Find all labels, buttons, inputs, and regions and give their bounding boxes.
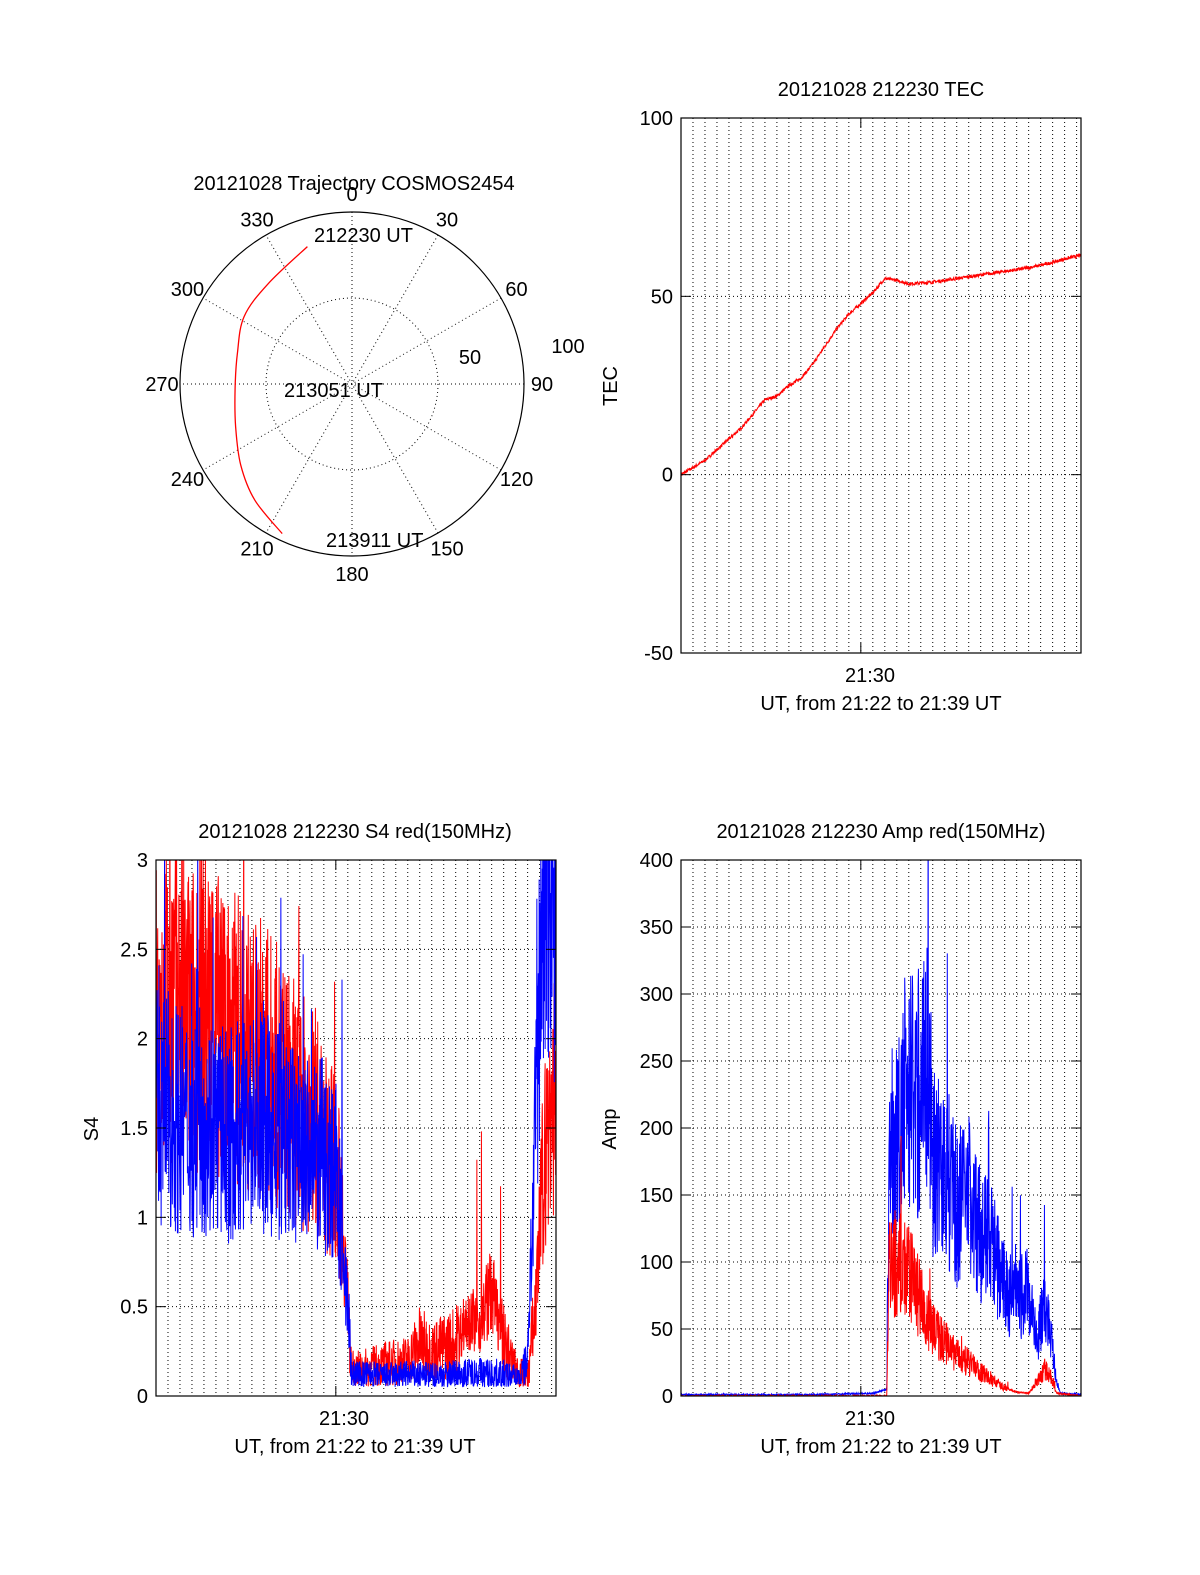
azimuth-tick-label: 330 xyxy=(240,209,273,231)
azimuth-tick-label: 30 xyxy=(436,209,458,231)
amp-ylabel: Amp xyxy=(599,1108,621,1149)
amp-panel: 20121028 212230 Amp red(150MHz) Amp 21:3… xyxy=(599,821,1082,1458)
y-tick-label: -50 xyxy=(644,643,673,665)
amp-title: 20121028 212230 Amp red(150MHz) xyxy=(716,821,1045,843)
y-tick-label: 100 xyxy=(640,108,673,130)
azimuth-tick-label: 240 xyxy=(171,469,204,491)
azimuth-tick-label: 210 xyxy=(240,539,273,561)
grid xyxy=(681,118,1081,653)
y-tick-label: 250 xyxy=(640,1051,673,1073)
tec-panel: 20121028 212230 TEC TEC 21:30 UT, from 2… xyxy=(600,79,1082,715)
y-tick-label: 200 xyxy=(640,1118,673,1140)
y-tick-label: 1.5 xyxy=(120,1118,148,1140)
s4-x-tick-label: 21:30 xyxy=(319,1408,369,1430)
y-tick-label: 150 xyxy=(640,1185,673,1207)
polar-title: 20121028 Trajectory COSMOS2454 xyxy=(193,173,514,195)
track-time-label: 212230 UT xyxy=(314,225,413,247)
radius-tick-label: 50 xyxy=(459,347,481,369)
y-tick-label: 50 xyxy=(651,1319,673,1341)
s4-title: 20121028 212230 S4 red(150MHz) xyxy=(198,821,512,843)
polar-spoke xyxy=(265,234,439,534)
y-tick-label: 2.5 xyxy=(120,939,148,961)
y-tick-label: 300 xyxy=(640,984,673,1006)
y-tick-label: 400 xyxy=(640,850,673,872)
amp-xlabel: UT, from 21:22 to 21:39 UT xyxy=(760,1436,1001,1458)
polar-trajectory-panel: 20121028 Trajectory COSMOS2454 0 30 60 90 12… xyxy=(145,173,584,586)
azimuth-tick-label: 180 xyxy=(335,564,368,586)
track-time-label: 213911 UT xyxy=(326,530,423,552)
y-tick-label: 1 xyxy=(137,1207,148,1229)
tec-xlabel: UT, from 21:22 to 21:39 UT xyxy=(760,693,1001,715)
plot-frame xyxy=(680,117,1082,654)
y-tick-label: 0 xyxy=(137,1386,148,1408)
azimuth-tick-label: 120 xyxy=(500,469,533,491)
azimuth-tick-label: 300 xyxy=(171,279,204,301)
y-tick-label: 100 xyxy=(640,1252,673,1274)
y-tick-label: 0 xyxy=(662,465,673,487)
y-tick-label: 50 xyxy=(651,286,673,308)
tec-x-tick-label: 21:30 xyxy=(845,665,895,687)
y-tick-label: 3 xyxy=(137,850,148,872)
s4-xlabel: UT, from 21:22 to 21:39 UT xyxy=(234,1436,475,1458)
y-tick-label: 350 xyxy=(640,917,673,939)
y-tick-label: 0.5 xyxy=(120,1297,148,1319)
azimuth-tick-label: 90 xyxy=(531,374,553,396)
series-line-red xyxy=(681,252,1081,477)
azimuth-tick-label: 270 xyxy=(145,374,178,396)
s4-ylabel: S4 xyxy=(81,1117,103,1141)
y-tick-label: 2 xyxy=(137,1029,148,1051)
series-line-blue xyxy=(156,860,556,1388)
azimuth-tick-label: 0 xyxy=(346,184,357,206)
radius-tick-label: 100 xyxy=(551,336,584,358)
polar-inner-ring xyxy=(265,297,439,471)
trajectory-line xyxy=(234,246,308,535)
azimuth-tick-label: 150 xyxy=(430,539,463,561)
s4-panel: 20121028 212230 S4 red(150MHz) S4 21:30 … xyxy=(81,821,557,1458)
tec-title: 20121028 212230 TEC xyxy=(778,79,984,101)
track-time-label: 213051 UT xyxy=(284,380,383,402)
y-tick-label: 0 xyxy=(662,1386,673,1408)
amp-x-tick-label: 21:30 xyxy=(845,1408,895,1430)
tec-ylabel: TEC xyxy=(600,366,622,406)
azimuth-tick-label: 60 xyxy=(505,279,527,301)
